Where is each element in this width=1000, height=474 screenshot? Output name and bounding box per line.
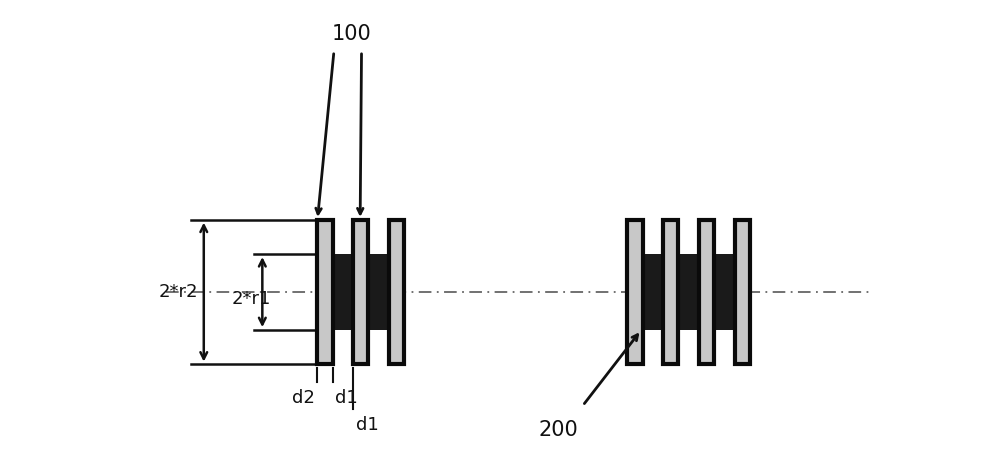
Bar [353,220,368,365]
Bar [627,220,643,365]
Text: d1: d1 [356,416,379,434]
Bar [663,220,678,365]
Text: d1: d1 [335,389,358,407]
Bar [699,220,714,365]
Text: 2*r1: 2*r1 [231,290,271,308]
Bar [735,220,750,365]
Text: 200: 200 [539,420,578,440]
Text: 100: 100 [331,24,371,44]
Text: d2: d2 [292,389,315,407]
Bar [389,220,404,365]
Text: 2*r2: 2*r2 [159,283,199,301]
Bar [627,254,750,330]
Bar [317,220,333,365]
Bar [317,254,404,330]
